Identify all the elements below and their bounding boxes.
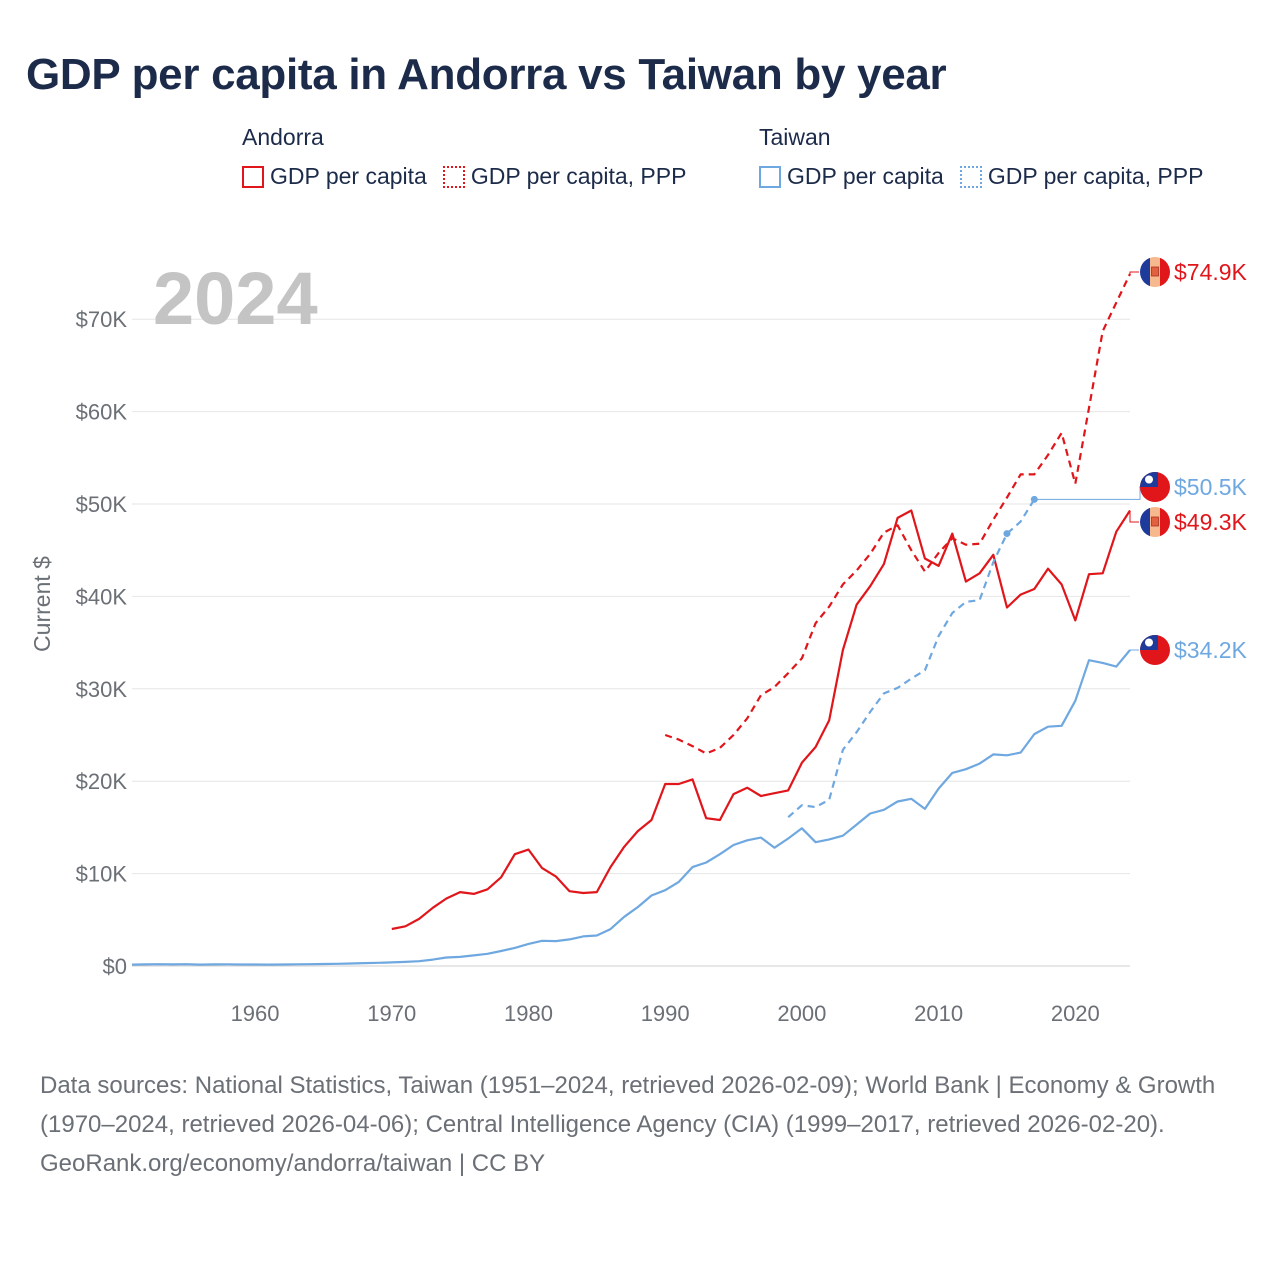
x-tick-label: 1980 [504,1001,553,1026]
footer: Data sources: National Statistics, Taiwa… [40,1066,1240,1183]
legend-item-andorra-gdp-ppp[interactable]: GDP per capita, PPP [442,163,687,190]
end-connector [1034,486,1141,500]
end-value-label: $49.3K [1174,509,1248,535]
y-tick-label: $40K [76,584,128,609]
legend-group-taiwan: Taiwan GDP per capita GDP per capita, PP… [759,124,1203,190]
end-connector [1129,271,1139,274]
x-tick-label: 2000 [777,1001,826,1026]
legend-group-andorra: Andorra GDP per capita GDP per capita, P… [242,124,686,190]
grid-layer [132,318,1130,967]
x-tick-label: 2010 [914,1001,963,1026]
x-tick-label: 1970 [367,1001,416,1026]
legend-item-label: GDP per capita [787,163,944,189]
flag-emblem [1151,516,1159,527]
flag-stripe [1140,257,1150,287]
flag-stripe [1160,257,1170,287]
flag-sun [1145,475,1153,484]
end-connector [1129,510,1139,523]
legend-item-label: GDP per capita, PPP [987,163,1204,189]
andorra-flag-icon [1140,257,1170,287]
flag-sun [1145,638,1153,647]
y-axis-label: Current $ [29,556,55,652]
series-layer [131,273,1131,966]
x-tick-label: 2020 [1051,1001,1100,1026]
series-line-2 [131,649,1131,966]
y-tick-label: $60K [76,400,128,425]
legend-item-taiwan-gdp[interactable]: GDP per capita [759,163,944,190]
legend-group-name: Andorra [242,124,324,150]
series-line-0 [391,509,1131,931]
taiwan-flag-icon [1140,635,1170,665]
flag-stripe [1140,507,1150,537]
y-tick-label: $0 [103,954,127,979]
legend-group-name: Taiwan [759,124,831,150]
y-tick-label: $10K [76,862,128,887]
legend-swatch-solid [759,165,781,188]
series-line-1 [664,273,1131,755]
credit-link[interactable]: GeoRank.org/economy/andorra/taiwan | CC … [40,1150,546,1177]
end-value-label: $74.9K [1174,259,1248,285]
legend-item-label: GDP per capita [270,163,427,189]
year-watermark: 2024 [153,257,318,340]
end-value-label: $50.5K [1174,474,1248,500]
x-tick-label: 1960 [231,1001,280,1026]
chart-title: GDP per capita in Andorra vs Taiwan by y… [26,50,947,99]
marker-layer: $49.3K $74.9K $34.2K $50.5K [1034,257,1248,665]
data-point [1003,530,1011,538]
legend-swatch-dotted [442,165,465,188]
x-tick-label: 1990 [641,1001,690,1026]
y-tick-label: $50K [76,492,128,517]
flag-emblem [1151,266,1159,277]
legend-swatch-dotted [959,165,982,188]
legend-item-label: GDP per capita, PPP [470,163,687,189]
taiwan-flag-icon [1140,472,1170,502]
legend-item-taiwan-gdp-ppp[interactable]: GDP per capita, PPP [959,163,1204,190]
data-sources: Data sources: National Statistics, Taiwa… [40,1072,1216,1138]
andorra-flag-icon [1140,507,1170,537]
legend-item-andorra-gdp[interactable]: GDP per capita [242,163,427,190]
axis-layer: $0 $10K $20K $30K $40K $50K $60K $70K 1960 1970 19… [76,307,1100,1026]
legend-swatch-solid [242,165,264,188]
series-line-3 [787,498,1036,819]
y-tick-label: $20K [76,769,128,794]
y-tick-label: $30K [76,677,128,702]
y-tick-label: $70K [76,307,128,332]
flag-stripe [1160,507,1170,537]
end-value-label: $34.2K [1174,637,1248,663]
line-chart: 2024 Current $ $0 $10K $20K $30K $40K $50K $60… [29,257,1248,1026]
